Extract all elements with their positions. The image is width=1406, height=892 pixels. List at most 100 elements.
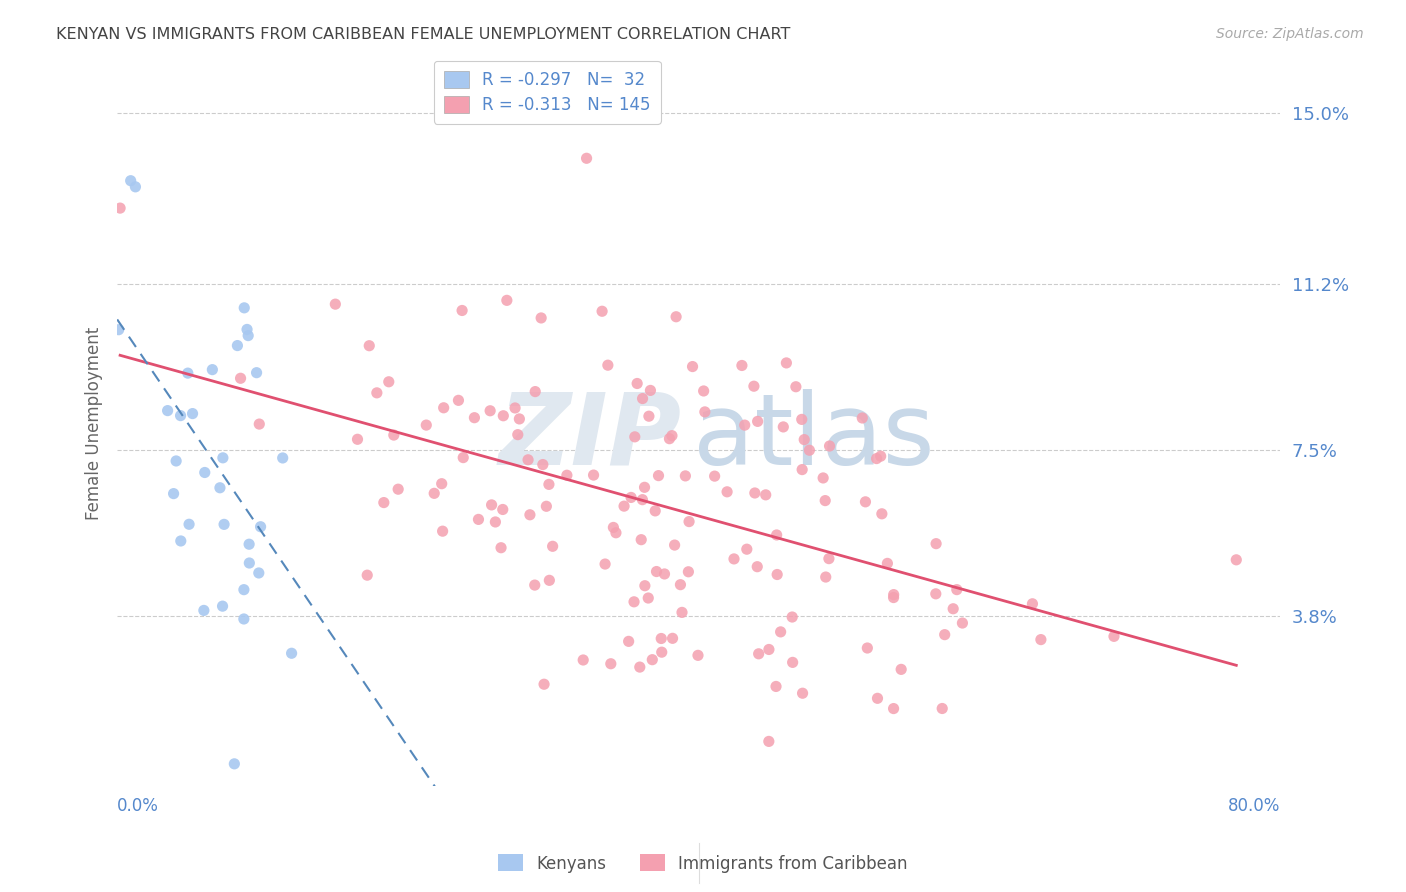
Point: [758, 642, 780, 657]
Point: [744, 486, 766, 500]
Point: [617, 634, 640, 648]
Point: [814, 570, 837, 584]
Point: [870, 507, 893, 521]
Point: [630, 533, 652, 547]
Point: [772, 420, 794, 434]
Point: [748, 647, 770, 661]
Point: [703, 469, 725, 483]
Point: [673, 469, 696, 483]
Point: [638, 409, 661, 424]
Point: [506, 427, 529, 442]
Point: [591, 304, 613, 318]
Point: [177, 517, 200, 532]
Point: [120, 174, 142, 188]
Point: [686, 648, 709, 663]
Point: [811, 471, 834, 485]
Point: [602, 520, 624, 534]
Point: [181, 407, 204, 421]
Point: [780, 610, 803, 624]
Point: [124, 179, 146, 194]
Point: [325, 297, 347, 311]
Point: [633, 480, 655, 494]
Point: [818, 439, 841, 453]
Point: [382, 428, 405, 442]
Point: [669, 577, 692, 591]
Point: [1225, 553, 1247, 567]
Point: [423, 486, 446, 500]
Point: [193, 603, 215, 617]
Point: [952, 615, 974, 630]
Point: [107, 323, 129, 337]
Legend: R = -0.297   N=  32, R = -0.313   N= 145: R = -0.297 N= 32, R = -0.313 N= 145: [434, 61, 661, 124]
Point: [613, 499, 636, 513]
Point: [814, 493, 837, 508]
Point: [108, 201, 131, 215]
Point: [238, 556, 260, 570]
Point: [651, 645, 673, 659]
Point: [582, 468, 605, 483]
Point: [1102, 629, 1125, 643]
Point: [723, 552, 745, 566]
Text: atlas: atlas: [693, 389, 935, 486]
Point: [856, 640, 879, 655]
Point: [156, 403, 179, 417]
Point: [233, 301, 256, 315]
Point: [626, 376, 648, 391]
Point: [224, 756, 246, 771]
Legend: Kenyans, Immigrants from Caribbean: Kenyans, Immigrants from Caribbean: [492, 847, 914, 880]
Point: [366, 385, 388, 400]
Point: [631, 492, 654, 507]
Point: [492, 502, 515, 516]
Text: Source: ZipAtlas.com: Source: ZipAtlas.com: [1216, 27, 1364, 41]
Point: [851, 411, 873, 425]
Point: [640, 384, 662, 398]
Point: [731, 359, 754, 373]
Point: [432, 524, 454, 538]
Point: [934, 627, 956, 641]
Point: [682, 359, 704, 374]
Point: [747, 559, 769, 574]
Point: [575, 151, 598, 165]
Point: [226, 338, 249, 352]
Point: [356, 568, 378, 582]
Point: [359, 339, 381, 353]
Point: [671, 606, 693, 620]
Point: [165, 454, 187, 468]
Point: [495, 293, 517, 308]
Point: [650, 632, 672, 646]
Point: [211, 599, 233, 614]
Point: [865, 451, 887, 466]
Point: [524, 384, 547, 399]
Point: [869, 449, 891, 463]
Text: 80.0%: 80.0%: [1227, 797, 1279, 815]
Point: [538, 574, 561, 588]
Point: [169, 409, 191, 423]
Point: [644, 504, 666, 518]
Point: [249, 520, 271, 534]
Point: [678, 565, 700, 579]
Point: [177, 366, 200, 380]
Point: [925, 536, 948, 550]
Point: [647, 468, 669, 483]
Point: [378, 375, 401, 389]
Point: [593, 557, 616, 571]
Point: [735, 542, 758, 557]
Point: [201, 362, 224, 376]
Point: [785, 380, 807, 394]
Point: [531, 458, 554, 472]
Point: [766, 567, 789, 582]
Point: [747, 414, 769, 428]
Point: [430, 476, 453, 491]
Point: [229, 371, 252, 385]
Point: [194, 466, 217, 480]
Point: [925, 587, 948, 601]
Point: [661, 632, 683, 646]
Point: [596, 358, 619, 372]
Y-axis label: Female Unemployment: Female Unemployment: [86, 326, 103, 519]
Point: [212, 517, 235, 532]
Point: [236, 322, 259, 336]
Point: [664, 538, 686, 552]
Point: [599, 657, 621, 671]
Point: [373, 495, 395, 509]
Point: [734, 418, 756, 433]
